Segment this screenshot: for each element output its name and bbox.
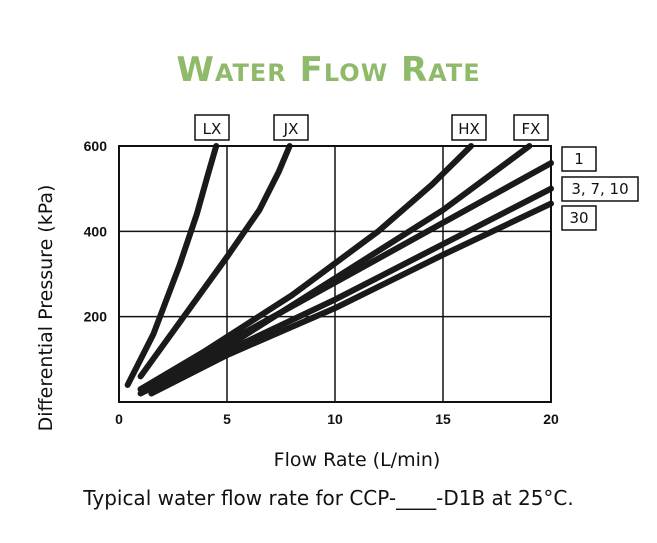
tick-labels: 0 5 10 15 20 200 400 600 (84, 138, 559, 427)
chart-title: Water Flow Rate (176, 50, 481, 90)
series-line-jx (137, 143, 293, 380)
plot-frame (118, 145, 552, 403)
series-label: 3, 7, 10 (571, 180, 628, 198)
x-tick-label: 10 (327, 411, 343, 427)
series-labels: LX JX HX FX 1 3, 7, 10 30 (194, 114, 639, 231)
series-label-box: FX (513, 114, 549, 141)
series-label: 30 (569, 209, 588, 227)
y-tick-label: 600 (84, 138, 108, 154)
x-tick-label: 0 (115, 411, 123, 427)
x-tick-label: 20 (543, 411, 559, 427)
y-tick-label: 200 (84, 309, 108, 325)
series-label: FX (522, 120, 541, 138)
series-line-30 (148, 200, 554, 397)
series-label-box: 30 (561, 205, 597, 231)
plot-border (118, 145, 552, 403)
y-axis-title: Differential Pressure (kPa) (35, 185, 57, 432)
figure-caption: Typical water flow rate for CCP-____-D1B… (83, 486, 574, 510)
x-tick-label: 5 (223, 411, 231, 427)
series-line-3-7-10 (141, 185, 554, 395)
y-tick-label: 400 (84, 223, 108, 239)
series-label-box: HX (451, 114, 487, 141)
series-label-box: 3, 7, 10 (561, 176, 639, 202)
series-line-lx (124, 143, 220, 388)
series-label: LX (203, 120, 222, 138)
series-layer (124, 143, 554, 397)
series-label: HX (458, 120, 480, 138)
series-label: JX (283, 120, 299, 138)
x-tick-label: 15 (435, 411, 451, 427)
series-label-box: JX (273, 114, 309, 141)
series-line-1 (137, 160, 554, 393)
grid-layer (119, 146, 551, 402)
series-label: 1 (574, 150, 584, 168)
x-axis-title: Flow Rate (L/min) (274, 449, 441, 471)
series-label-box: LX (194, 114, 230, 141)
series-label-box: 1 (561, 146, 597, 172)
